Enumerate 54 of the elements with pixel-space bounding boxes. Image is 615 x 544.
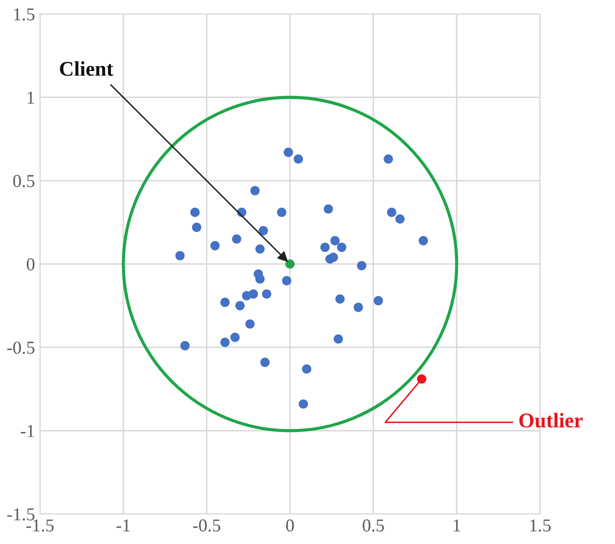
point [220,338,230,347]
point [282,276,292,286]
point [260,358,270,367]
point [384,154,393,164]
point [417,374,426,384]
annotation: Outlier [519,412,583,428]
point [258,226,268,236]
point [255,274,265,284]
point [374,296,383,306]
point [324,204,333,214]
point [180,341,190,350]
point [325,254,335,264]
point [220,298,230,307]
point [235,301,245,310]
point [387,208,396,217]
x-tick-label: 0.5 [362,519,384,532]
point [335,294,345,304]
point [298,399,308,409]
x-tick-label: 1.5 [530,519,551,532]
y-tick-label: 0.5 [13,174,34,188]
annotation: Client [60,61,114,76]
point [192,222,202,232]
point [190,208,200,217]
point [337,242,346,252]
point [357,261,366,270]
y-tick-label: 1 [28,92,34,104]
point [230,332,240,342]
point [284,148,293,157]
point [210,241,220,250]
point [334,334,343,344]
point [175,251,185,260]
point [255,244,265,254]
x-tick-label: 1 [454,519,460,532]
x-tick-label: -1 [116,519,130,532]
point [245,319,255,329]
y-tick-label: -1 [20,425,34,437]
point [294,154,303,164]
point [330,236,340,246]
point [250,186,260,196]
y-tick-label: -1.5 [7,508,34,521]
y-tick-label: 0 [26,258,34,270]
point [262,289,272,299]
point [302,364,312,374]
point [248,289,258,299]
x-tick-label: -0.5 [193,519,220,532]
point [232,234,242,244]
x-tick-label: 0 [286,519,294,532]
point [320,242,330,252]
point [354,302,363,312]
y-tick-label: -0.5 [7,342,34,354]
point [395,214,405,224]
point [277,208,286,217]
point [418,236,428,246]
y-tick-label: 1.5 [14,8,34,21]
